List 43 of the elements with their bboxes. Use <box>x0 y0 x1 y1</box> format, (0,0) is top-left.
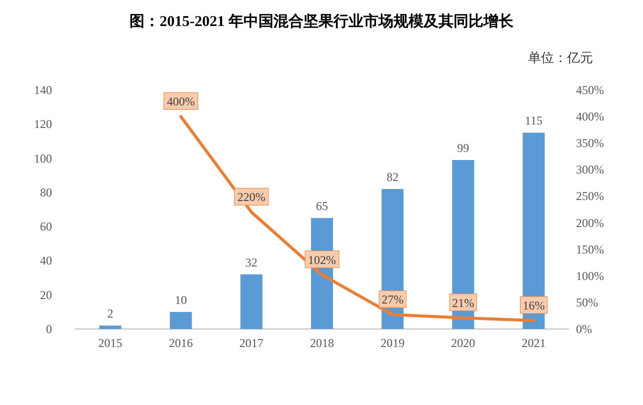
y2-tick-label: 250% <box>576 189 604 204</box>
chart-title: 图：2015-2021 年中国混合坚果行业市场规模及其同比增长 <box>130 12 514 30</box>
y2-tick-label: 350% <box>576 136 604 150</box>
bar <box>99 326 122 329</box>
data-label: 16% <box>522 298 545 312</box>
x-tick-label: 2019 <box>380 336 405 350</box>
data-label: 21% <box>452 296 474 310</box>
data-label: 27% <box>382 292 404 307</box>
y-tick-label: 60 <box>40 220 52 234</box>
y2-tick-label: 450% <box>576 83 604 97</box>
y-tick-label: 80 <box>40 185 52 200</box>
y2-tick-label: 300% <box>576 162 604 177</box>
y-tick-label: 120 <box>34 117 52 132</box>
data-label: 400% <box>166 94 195 109</box>
bar <box>240 274 262 329</box>
data-label: 99 <box>457 140 470 155</box>
y-tick-label: 20 <box>40 288 52 302</box>
data-label: 10 <box>174 292 187 307</box>
y-tick-label: 40 <box>40 254 52 268</box>
y2-tick-label: 400% <box>576 110 604 124</box>
text: 单位：亿元 <box>528 50 593 65</box>
data-label: 82 <box>386 170 399 184</box>
data-label: 102% <box>308 252 336 267</box>
data-label: 32 <box>245 255 258 270</box>
x-tick-label: 2016 <box>168 336 193 350</box>
bar <box>170 312 192 329</box>
x-tick-label: 2017 <box>239 336 264 350</box>
y2-tick-label: 0% <box>576 322 592 336</box>
data-label: 115 <box>524 114 542 128</box>
y2-tick-label: 50% <box>576 295 598 310</box>
y-tick-label: 0 <box>46 322 52 336</box>
x-tick-label: 2020 <box>451 336 476 350</box>
y2-tick-label: 200% <box>576 216 604 230</box>
data-label: 2 <box>107 306 114 321</box>
x-tick-label: 2015 <box>98 336 122 350</box>
y-tick-label: 100 <box>34 151 52 166</box>
data-label: 220% <box>237 190 266 204</box>
y2-tick-label: 150% <box>576 242 604 256</box>
y2-tick-label: 100% <box>576 268 604 283</box>
x-tick-label: 2018 <box>310 336 334 350</box>
data-label: 65 <box>316 199 328 214</box>
x-tick-label: 2021 <box>522 336 546 350</box>
y-tick-label: 140 <box>34 83 52 97</box>
